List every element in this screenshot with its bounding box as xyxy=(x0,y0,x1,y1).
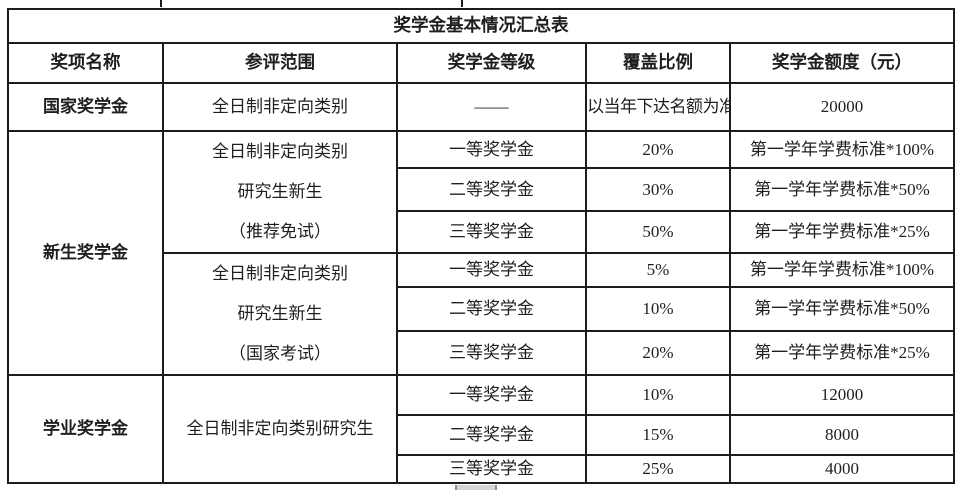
cell-ratio: 10% xyxy=(585,286,731,333)
cell-scope: 全日制非定向类别研究生 xyxy=(162,374,398,484)
scope-line: 全日制非定向类别 xyxy=(212,142,348,161)
cell-ratio: 30% xyxy=(585,167,731,212)
cell-amount: 8000 xyxy=(728,414,956,456)
cell-level: 三等奖学金 xyxy=(396,209,587,255)
table-row: 二等奖学金 30% 第一学年学费标准*50% xyxy=(8,167,956,212)
cell-level: 一等奖学金 xyxy=(396,129,587,170)
cell-scope: 全日制非定向类别 xyxy=(162,82,398,132)
cell-amount: 第一学年学费标准*50% xyxy=(728,167,956,212)
cell-level: —— xyxy=(396,82,587,132)
table-row: 三等奖学金 50% 第一学年学费标准*25% xyxy=(8,209,956,255)
cell-ratio: 10% xyxy=(585,374,731,416)
cropped-row-border-stub xyxy=(160,0,162,7)
cell-amount: 第一学年学费标准*25% xyxy=(728,209,956,255)
cell-amount: 4000 xyxy=(728,454,956,484)
scope-line: 研究生新生 xyxy=(237,182,323,201)
table-title-row: 奖学金基本情况汇总表 xyxy=(6,8,956,44)
scope-line: （推荐免试） xyxy=(229,222,331,241)
table-row: 国家奖学金 全日制非定向类别 —— 以当年下达名额为准 20000 xyxy=(7,82,956,132)
cell-ratio: 15% xyxy=(585,414,731,456)
cell-scope: 全日制非定向类别 研究生新生 （国家考试） xyxy=(162,252,398,376)
cell-ratio: 20% xyxy=(585,330,731,376)
cell-scope: 全日制非定向类别 研究生新生 （推荐免试） xyxy=(162,130,398,254)
table-row: 二等奖学金 10% 第一学年学费标准*50% xyxy=(8,286,956,333)
table-row: 全日制非定向类别 研究生新生 （国家考试） 一等奖学金 5% 第一学年学费标准*… xyxy=(8,251,956,376)
cell-level: 二等奖学金 xyxy=(396,286,587,333)
cell-amount: 第一学年学费标准*50% xyxy=(728,286,956,333)
table-row: 新生奖学金 全日制非定向类别 研究生新生 （推荐免试） 一等奖学金 20% 第一… xyxy=(7,129,956,376)
cell-level: 一等奖学金 xyxy=(396,251,587,289)
table-title: 奖学金基本情况汇总表 xyxy=(6,8,956,44)
cell-award-freshman: 新生奖学金 xyxy=(7,130,164,376)
cell-level: 一等奖学金 xyxy=(396,374,587,416)
cell-award-academic: 学业奖学金 xyxy=(7,374,164,484)
cell-level: 三等奖学金 xyxy=(396,454,587,484)
cell-ratio: 50% xyxy=(585,209,731,255)
scholarship-summary-table: 奖学金基本情况汇总表 奖项名称 参评范围 奖学金等级 覆盖比例 奖学金额度（元）… xyxy=(6,8,956,484)
cell-amount: 20000 xyxy=(728,82,956,132)
cell-award-national: 国家奖学金 xyxy=(7,82,164,132)
cell-amount: 第一学年学费标准*100% xyxy=(728,251,956,289)
header-ratio: 覆盖比例 xyxy=(585,42,731,84)
cell-amount: 12000 xyxy=(728,374,956,416)
cell-level: 二等奖学金 xyxy=(396,167,587,212)
cell-amount: 第一学年学费标准*100% xyxy=(728,129,956,170)
table-row: 三等奖学金 25% 4000 xyxy=(8,454,956,484)
header-amount: 奖学金额度（元） xyxy=(728,42,956,84)
scope-line: 研究生新生 xyxy=(237,304,323,323)
table-header-row: 奖项名称 参评范围 奖学金等级 覆盖比例 奖学金额度（元） xyxy=(7,42,956,84)
cell-ratio: 以当年下达名额为准 xyxy=(585,82,731,132)
scope-line: （国家考试） xyxy=(229,344,331,363)
scope-line: 全日制非定向类别 xyxy=(212,264,348,283)
table-row: 三等奖学金 20% 第一学年学费标准*25% xyxy=(8,330,956,376)
cell-ratio: 20% xyxy=(585,129,731,170)
cell-level: 三等奖学金 xyxy=(396,330,587,376)
cell-level: 二等奖学金 xyxy=(396,414,587,456)
cropped-row-border-stub xyxy=(461,0,463,7)
cropped-row-cell-stub xyxy=(455,485,497,490)
cell-ratio: 25% xyxy=(585,454,731,484)
table-row: 二等奖学金 15% 8000 xyxy=(8,414,956,456)
header-scope: 参评范围 xyxy=(162,42,398,84)
cell-amount: 第一学年学费标准*25% xyxy=(728,330,956,376)
header-level: 奖学金等级 xyxy=(396,42,587,84)
cell-ratio: 5% xyxy=(585,251,731,289)
table-row: 学业奖学金 全日制非定向类别研究生 一等奖学金 10% 12000 xyxy=(7,374,956,484)
header-award-name: 奖项名称 xyxy=(7,42,164,84)
